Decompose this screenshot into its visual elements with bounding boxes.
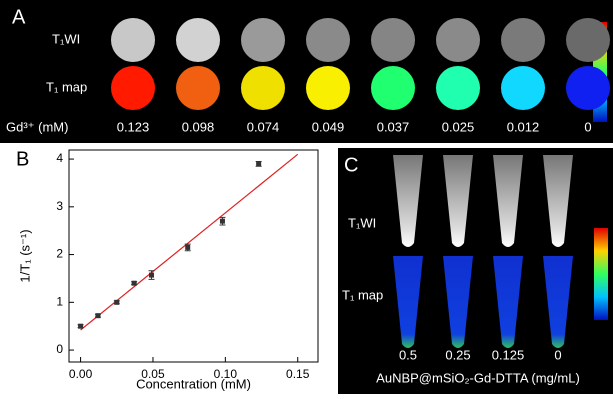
phantom-t1wi [371, 18, 415, 62]
x-tick-label: 0.15 [286, 367, 310, 381]
phantom-t1wi [111, 18, 155, 62]
panel-label: C [344, 154, 358, 176]
data-point [185, 245, 190, 250]
phantom-t1map [241, 66, 285, 110]
fit-line [81, 154, 298, 330]
phantom-t1map [501, 66, 545, 110]
row-label: T₁ map [46, 79, 87, 94]
concentration-label: 0.25 [445, 347, 470, 362]
concentration-label: 0.025 [442, 119, 475, 134]
concentration-label: 0.037 [377, 119, 410, 134]
concentration-label: 0.125 [492, 347, 525, 362]
y-tick-label: 2 [56, 247, 63, 261]
row-label: T₁ map [342, 287, 383, 302]
phantom-t1wi [176, 18, 220, 62]
x-tick-label: 0.00 [69, 367, 93, 381]
data-point [132, 281, 137, 286]
row-label: T₁WI [348, 215, 376, 230]
axis-label: Gd³⁺ (mM) [6, 119, 68, 134]
concentration-label: 0.074 [247, 119, 280, 134]
panel-label: B [16, 148, 29, 170]
y-tick-label: 1 [56, 294, 63, 308]
phantom-t1wi [566, 18, 610, 62]
figure: A T₁WI T₁ map Gd³⁺ (mM) 0.123 0.098 0.074 0… [0, 0, 613, 394]
phantom-t1map [306, 66, 350, 110]
x-axis-label: Concentration (mM) [136, 376, 251, 391]
panel-c-bg [338, 148, 613, 394]
data-point [256, 161, 261, 166]
plot-frame [69, 150, 318, 362]
data-point [220, 219, 225, 224]
data-point [149, 273, 154, 278]
axis-label: AuNBP@mSiO₂-Gd-DTTA (mg/mL) [376, 370, 580, 385]
phantom-t1wi [501, 18, 545, 62]
data-point [95, 313, 100, 318]
phantom-t1map [111, 66, 155, 110]
phantom-t1wi [306, 18, 350, 62]
y-tick-label: 3 [56, 199, 63, 213]
phantom-t1map [371, 66, 415, 110]
data-point [78, 324, 83, 329]
y-tick-label: 0 [56, 342, 63, 356]
phantom-t1wi [241, 18, 285, 62]
concentration-label: 0 [584, 119, 591, 134]
y-tick-label: 4 [56, 151, 63, 165]
row-label: T₁WI [52, 31, 80, 46]
concentration-label: 0.123 [117, 119, 150, 134]
phantom-t1map [566, 66, 610, 110]
phantom-t1wi [436, 18, 480, 62]
data-point [114, 300, 119, 305]
phantom-t1map [436, 66, 480, 110]
concentration-label: 0.5 [399, 347, 417, 362]
panel-label: A [12, 6, 26, 28]
y-axis-label: 1/T₁ (s⁻¹) [17, 229, 32, 282]
colorbar [594, 228, 608, 320]
concentration-label: 0.098 [182, 119, 215, 134]
concentration-label: 0.049 [312, 119, 345, 134]
phantom-t1map [176, 66, 220, 110]
concentration-label: 0.012 [507, 119, 540, 134]
concentration-label: 0 [554, 347, 561, 362]
